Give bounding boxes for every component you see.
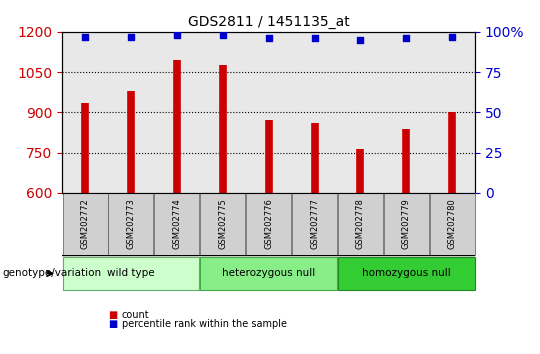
Bar [292,193,337,255]
Point [172,32,181,38]
Bar [200,193,245,255]
Bar [246,193,291,255]
Point [218,32,227,38]
Point [448,34,456,40]
Point [402,35,410,41]
Point [81,34,90,40]
Text: heterozygous null: heterozygous null [222,268,315,279]
Point [310,35,319,41]
Bar [338,257,475,290]
Bar [63,257,199,290]
Bar [109,193,153,255]
Text: GSM202776: GSM202776 [264,199,273,249]
Text: count: count [122,310,149,320]
Bar [200,257,337,290]
Text: ■: ■ [108,319,117,329]
Text: GSM202779: GSM202779 [402,199,411,249]
Text: homozygous null: homozygous null [362,268,451,279]
Text: GSM202777: GSM202777 [310,199,319,249]
Title: GDS2811 / 1451135_at: GDS2811 / 1451135_at [188,16,349,29]
Text: GSM202772: GSM202772 [80,199,90,249]
Text: GSM202773: GSM202773 [126,199,136,249]
Bar [63,193,107,255]
Bar [154,193,199,255]
Text: GSM202775: GSM202775 [218,199,227,249]
Text: wild type: wild type [107,268,155,279]
Text: ■: ■ [108,310,117,320]
Bar [338,193,383,255]
Text: GSM202780: GSM202780 [448,199,457,249]
Text: GSM202774: GSM202774 [172,199,181,249]
Point [126,34,135,40]
Bar [384,193,429,255]
Text: genotype/variation: genotype/variation [3,268,102,279]
Text: percentile rank within the sample: percentile rank within the sample [122,319,287,329]
Point [356,37,365,43]
Point [265,35,273,41]
Bar [430,193,475,255]
Text: GSM202778: GSM202778 [356,199,365,249]
